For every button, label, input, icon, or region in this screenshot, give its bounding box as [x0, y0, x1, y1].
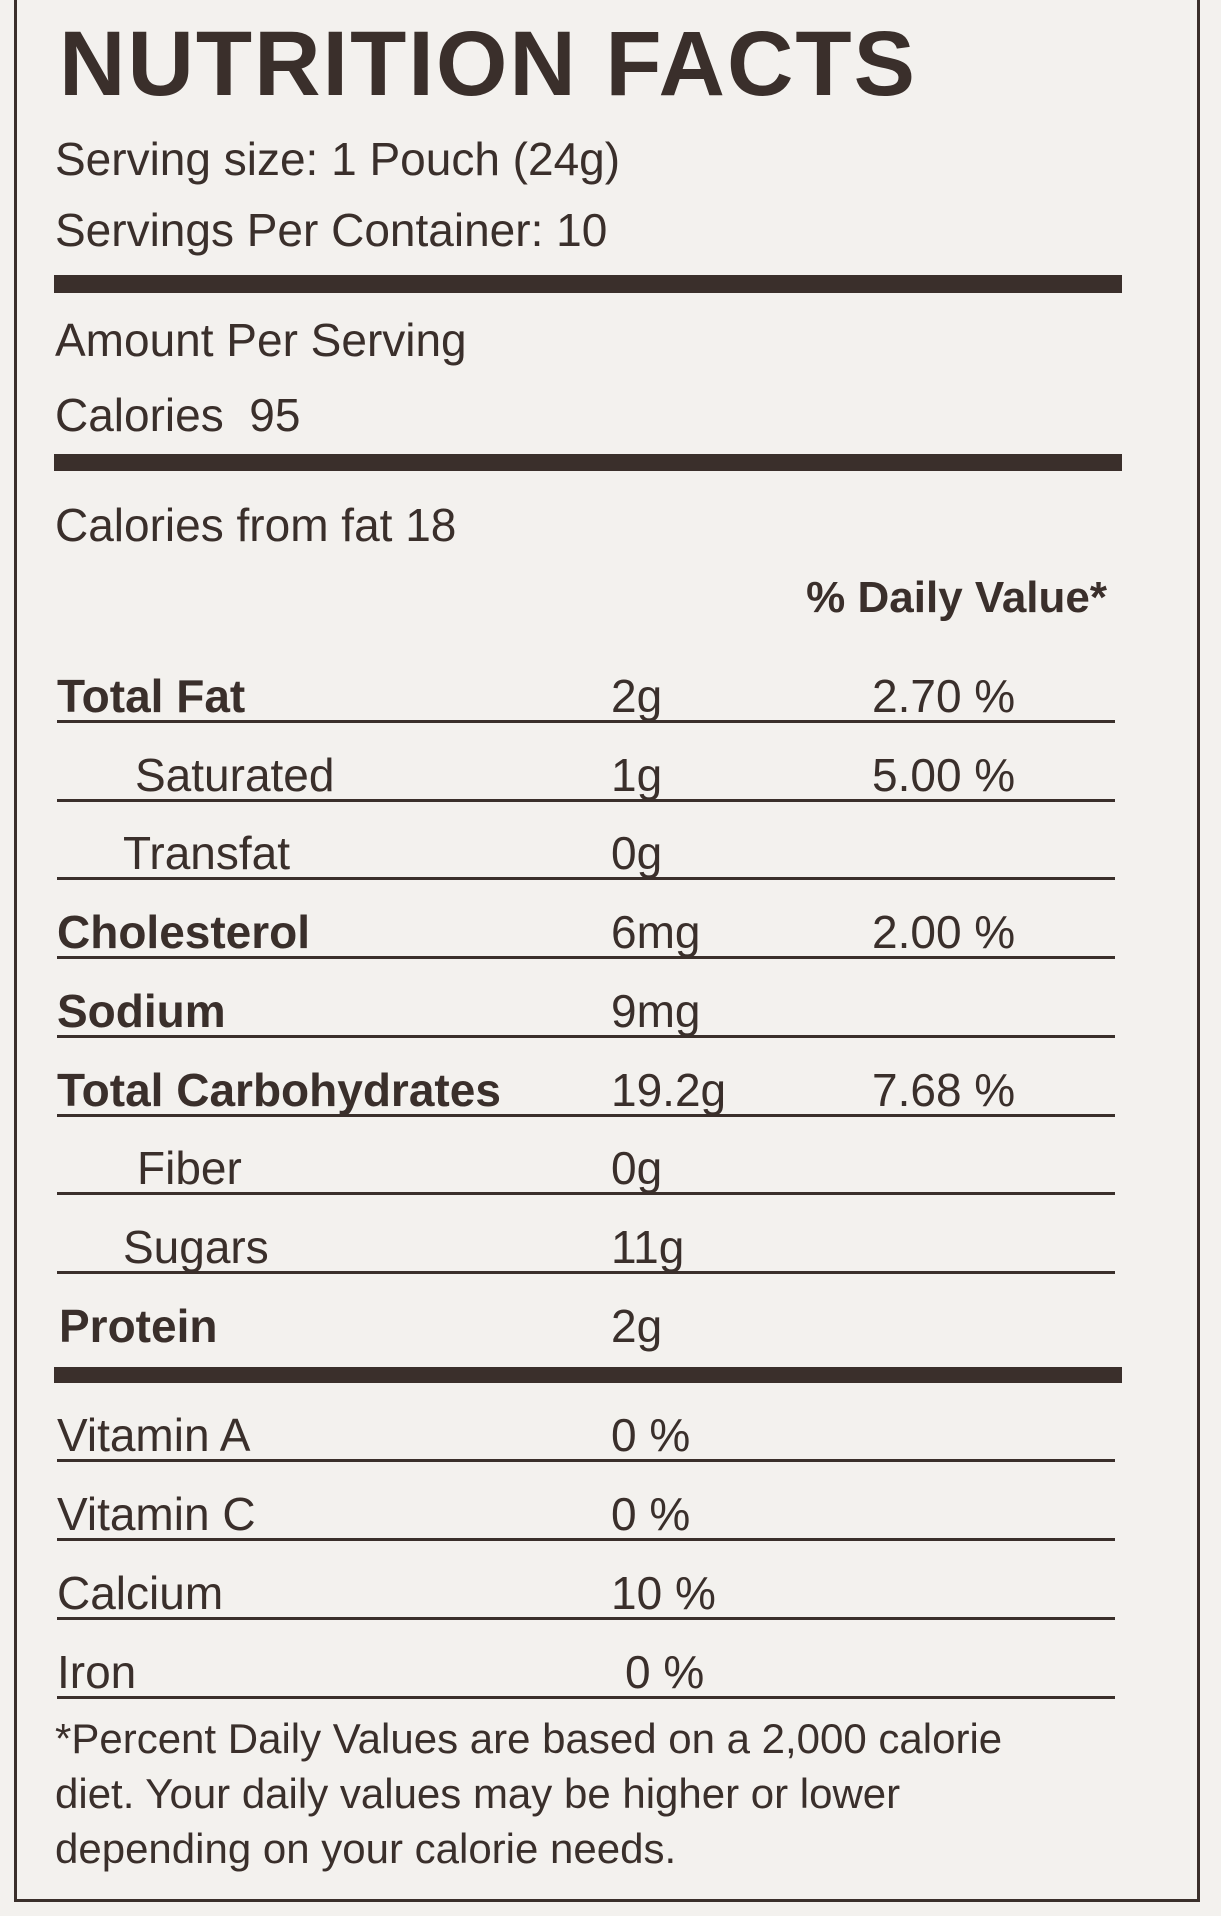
thick-divider: [54, 275, 1122, 293]
vitamin-name: Calcium: [57, 1567, 224, 1619]
nutrient-name: Saturated: [135, 748, 335, 801]
nutrient-name: Sugars: [123, 1220, 269, 1273]
row-rule: [57, 956, 1115, 960]
nutrient-name: Transfat: [123, 827, 291, 880]
footnote-line: diet. Your daily values may be higher or…: [55, 1770, 901, 1817]
nutrient-name: Fiber: [137, 1142, 242, 1195]
thick-divider: [54, 454, 1122, 471]
nutrient-name: Total Carbohydrates: [57, 1063, 501, 1116]
row-rule: [57, 1113, 1115, 1117]
nutrient-amount: 19.2g: [611, 1063, 727, 1116]
thick-divider: [54, 1367, 1122, 1383]
servings-per-container: Servings Per Container: 10: [55, 204, 608, 256]
daily-value: 5.00 %: [872, 748, 1016, 801]
vitamin-amount: 10 %: [611, 1567, 716, 1619]
row-rule: [57, 1696, 1115, 1699]
nutrient-amount: 2g: [611, 670, 663, 722]
daily-value-header: % Daily Value*: [806, 573, 1107, 622]
row-rule: [57, 1538, 1115, 1541]
amount-per-serving: Amount Per Serving: [55, 314, 467, 366]
vitamin-name: Vitamin C: [57, 1488, 256, 1540]
row-rule: [57, 720, 1115, 723]
daily-value: 7.68 %: [872, 1063, 1016, 1116]
nutrient-amount: 6mg: [611, 906, 701, 959]
nutrient-name: Cholesterol: [57, 906, 311, 959]
vitamin-amount: 0 %: [611, 1488, 691, 1540]
title: NUTRITION FACTS: [59, 13, 917, 115]
vitamin-name: Iron: [57, 1646, 137, 1698]
row-rule: [57, 1034, 1115, 1038]
vitamin-amount: 0 %: [625, 1646, 705, 1698]
nutrient-amount: 9mg: [611, 984, 701, 1037]
nutrient-name: Protein: [59, 1299, 218, 1352]
nutrition-label: NUTRITION FACTS Serving size: 1 Pouch (2…: [14, 0, 1200, 1902]
vitamin-name: Vitamin A: [57, 1409, 251, 1461]
daily-value: 2.70 %: [872, 670, 1016, 722]
vitamin-amount: 0 %: [611, 1409, 691, 1461]
calories-from-fat: Calories from fat 18: [55, 499, 457, 551]
daily-value: 2.00 %: [872, 906, 1016, 959]
serving-size: Serving size: 1 Pouch (24g): [55, 133, 621, 185]
calories: Calories 95: [55, 389, 301, 441]
nutrient-amount: 0g: [611, 1142, 663, 1195]
row-rule: [57, 1192, 1115, 1196]
footnote-line: depending on your calorie needs.: [55, 1825, 677, 1872]
nutrient-amount: 0g: [611, 827, 663, 880]
footnote-line: *Percent Daily Values are based on a 2,0…: [55, 1715, 1003, 1762]
nutrient-amount: 11g: [611, 1220, 685, 1273]
row-rule: [57, 1459, 1115, 1462]
nutrient-name: Total Fat: [57, 670, 246, 722]
row-rule: [57, 1617, 1115, 1620]
row-rule: [57, 877, 1115, 881]
row-rule: [57, 1270, 1115, 1274]
nutrient-amount: 2g: [611, 1299, 663, 1352]
nutrient-name: Sodium: [57, 984, 226, 1037]
nutrient-amount: 1g: [611, 748, 663, 801]
row-rule: [57, 798, 1115, 802]
